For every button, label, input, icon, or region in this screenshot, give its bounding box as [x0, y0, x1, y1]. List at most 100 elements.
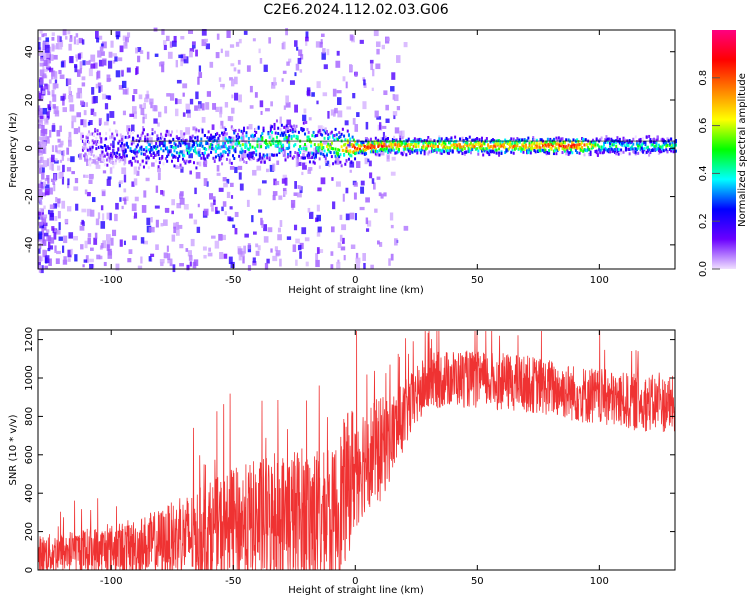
heatmap-noise-cell	[183, 55, 187, 60]
heatmap-ridge-cell	[278, 149, 281, 153]
heatmap-noise-cell	[263, 64, 268, 72]
heatmap-ridge-cell	[383, 146, 386, 150]
heatmap-ridge-cell	[585, 149, 588, 153]
heatmap-ridge-cell	[460, 145, 463, 149]
heatmap-ridge-cell	[578, 146, 581, 150]
heatmap-ridge-cell	[305, 162, 308, 166]
heatmap-noise-cell	[42, 73, 47, 78]
heatmap-noise-cell	[211, 124, 215, 130]
heatmap-ridge-cell	[171, 153, 174, 157]
heatmap-ridge-cell	[463, 152, 466, 156]
heatmap-noise-cell	[374, 208, 378, 213]
heatmap-ridge-cell	[440, 151, 443, 155]
heatmap-ridge-cell	[562, 140, 565, 144]
heatmap-ridge-cell	[568, 146, 571, 150]
heatmap-ridge-cell	[373, 144, 376, 148]
heatmap-ridge-cell	[412, 139, 415, 143]
heatmap-noise-cell	[76, 69, 81, 77]
heatmap-noise-cell	[136, 170, 140, 176]
heatmap-ridge-cell	[338, 155, 341, 159]
heatmap-ridge-cell	[606, 149, 609, 153]
heatmap-ridge-cell	[358, 150, 361, 154]
heatmap-ridge-cell	[321, 146, 324, 150]
heatmap-ridge-cell	[355, 151, 358, 155]
heatmap-noise-cell	[212, 103, 217, 110]
heatmap-noise-cell	[89, 263, 94, 269]
heatmap-ridge-cell	[206, 154, 209, 158]
heatmap-ridge-cell	[565, 147, 568, 151]
heatmap-ridge-cell	[440, 149, 443, 153]
heatmap-ridge-cell	[615, 152, 618, 156]
snr-y-tick-label: 1200	[24, 327, 35, 352]
heatmap-ridge-cell	[307, 135, 310, 139]
heatmap-noise-cell	[242, 256, 245, 264]
heatmap-noise-cell	[71, 121, 74, 129]
heatmap-ridge-cell	[494, 142, 497, 146]
heatmap-noise-cell	[97, 82, 102, 88]
heatmap-ridge-cell	[413, 149, 416, 153]
heatmap-ridge-cell	[648, 153, 651, 157]
heatmap-ridge-cell	[190, 147, 193, 151]
heatmap-ridge-cell	[214, 133, 217, 137]
heatmap-ridge-cell	[388, 149, 391, 153]
heatmap-ridge-cell	[559, 144, 562, 148]
heatmap-noise-cell	[316, 214, 322, 222]
heatmap-ridge-cell	[377, 142, 380, 146]
heatmap-ridge-cell	[589, 152, 592, 156]
heatmap-ridge-cell	[286, 130, 289, 134]
heatmap-ridge-cell	[197, 151, 200, 155]
heatmap-ridge-cell	[402, 147, 405, 151]
heatmap-ridge-cell	[233, 157, 236, 161]
heatmap-ridge-cell	[606, 137, 609, 141]
heatmap-ridge-cell	[212, 139, 215, 143]
heatmap-noise-cell	[56, 250, 61, 255]
heatmap-ridge-cell	[145, 149, 148, 153]
heatmap-ridge-cell	[122, 158, 125, 162]
heatmap-ridge-cell	[206, 141, 209, 145]
heatmap-ridge-cell	[178, 151, 181, 155]
heatmap-noise-cell	[133, 212, 138, 219]
heatmap-ridge-cell	[284, 137, 287, 141]
heatmap-noise-cell	[398, 130, 403, 136]
heatmap-ridge-cell	[582, 149, 585, 153]
heatmap-ridge-cell	[529, 151, 532, 155]
heatmap-noise-cell	[195, 91, 199, 100]
heatmap-noise-cell	[233, 67, 237, 72]
heatmap-noise-cell	[160, 261, 164, 267]
heatmap-noise-cell	[137, 265, 143, 269]
heatmap-noise-cell	[283, 190, 288, 195]
heatmap-noise-cell	[166, 245, 169, 252]
heatmap-ridge-cell	[632, 142, 635, 146]
heatmap-ridge-cell	[465, 141, 468, 145]
heatmap-ridge-cell	[354, 140, 357, 144]
heatmap-noise-cell	[52, 104, 56, 109]
heatmap-noise-cell	[319, 41, 323, 48]
heatmap-ridge-cell	[533, 138, 536, 142]
heatmap-ridge-cell	[592, 142, 595, 146]
heatmap-noise-cell	[42, 141, 47, 145]
heatmap-noise-cell	[391, 156, 396, 161]
heatmap-noise-cell	[296, 161, 302, 166]
heatmap-ridge-cell	[557, 146, 560, 150]
heatmap-noise-cell	[82, 60, 86, 66]
heatmap-noise-cell	[44, 178, 48, 182]
heatmap-noise-cell	[201, 39, 207, 47]
heatmap-noise-cell	[279, 258, 282, 267]
heatmap-ridge-cell	[345, 149, 348, 153]
heatmap-ridge-cell	[95, 142, 98, 146]
heatmap-ridge-cell	[461, 136, 464, 140]
heatmap-ridge-cell	[522, 142, 525, 146]
heatmap-noise-cell	[221, 206, 224, 212]
heatmap-ridge-cell	[539, 149, 542, 153]
heatmap-ridge-cell	[135, 153, 138, 157]
heatmap-noise-cell	[403, 225, 409, 231]
heatmap-noise-cell	[52, 83, 57, 90]
heatmap-ridge-cell	[277, 131, 280, 135]
heatmap-ridge-cell	[527, 150, 530, 154]
heatmap-ridge-cell	[230, 125, 233, 129]
heatmap-noise-cell	[215, 106, 219, 113]
heatmap-noise-cell	[58, 69, 62, 75]
heatmap-noise-cell	[87, 233, 92, 238]
heatmap-ridge-cell	[415, 148, 418, 152]
heatmap-noise-cell	[275, 180, 280, 186]
